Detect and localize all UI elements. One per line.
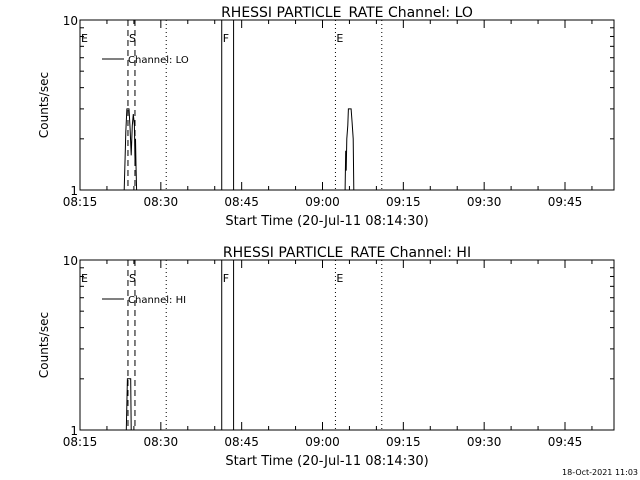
legend-label: Channel: LO [128, 55, 189, 66]
y-axis-label: Counts/sec [37, 72, 51, 138]
series-line [125, 378, 132, 431]
y-tick-label: 1 [70, 184, 78, 198]
y-tick-label: 1 [70, 424, 78, 438]
x-tick-label: 09:30 [467, 435, 502, 449]
x-tick-label: 08:45 [224, 195, 259, 209]
y-tick-label: 10 [63, 254, 78, 268]
series-line [123, 108, 138, 191]
plot-frame [79, 19, 615, 191]
series-line [344, 108, 355, 191]
marker-label: S [129, 272, 136, 285]
timestamp-label: 18-Oct-2021 11:03 [562, 468, 638, 477]
x-tick-label: 08:30 [144, 435, 179, 449]
marker-label: E [81, 32, 88, 45]
plot-frame [79, 259, 615, 431]
x-tick-label: 09:45 [548, 435, 583, 449]
x-tick-label: 09:00 [305, 195, 340, 209]
y-tick-label: 10 [63, 14, 78, 28]
x-axis-label: Start Time (20-Jul-11 08:14:30) [225, 454, 428, 469]
x-tick-label: 09:45 [548, 195, 583, 209]
chart-title: RHESSI PARTICLE_RATE Channel: LO [221, 5, 473, 21]
marker-label: E [81, 272, 88, 285]
x-tick-label: 08:15 [63, 435, 98, 449]
x-tick-label: 09:15 [386, 195, 421, 209]
marker-label: F [223, 32, 229, 45]
chart-panel-1: RHESSI PARTICLE_RATE Channel: LO Counts/s… [37, 5, 615, 229]
y-axis-label: Counts/sec [37, 312, 51, 378]
marker-label: E [336, 272, 343, 285]
x-axis-label: Start Time (20-Jul-11 08:14:30) [225, 214, 428, 229]
chart-panel-2: RHESSI PARTICLE_RATE Channel: HI Counts/s… [37, 245, 615, 469]
x-tick-label: 08:45 [224, 435, 259, 449]
marker-label: F [223, 272, 229, 285]
legend-label: Channel: HI [128, 295, 186, 306]
x-tick-label: 09:00 [305, 435, 340, 449]
marker-label: S [129, 32, 136, 45]
x-tick-label: 09:15 [386, 435, 421, 449]
x-tick-label: 08:30 [144, 195, 179, 209]
x-tick-label: 08:15 [63, 195, 98, 209]
x-tick-label: 09:30 [467, 195, 502, 209]
chart-title: RHESSI PARTICLE_RATE Channel: HI [223, 245, 471, 261]
marker-label: E [336, 32, 343, 45]
